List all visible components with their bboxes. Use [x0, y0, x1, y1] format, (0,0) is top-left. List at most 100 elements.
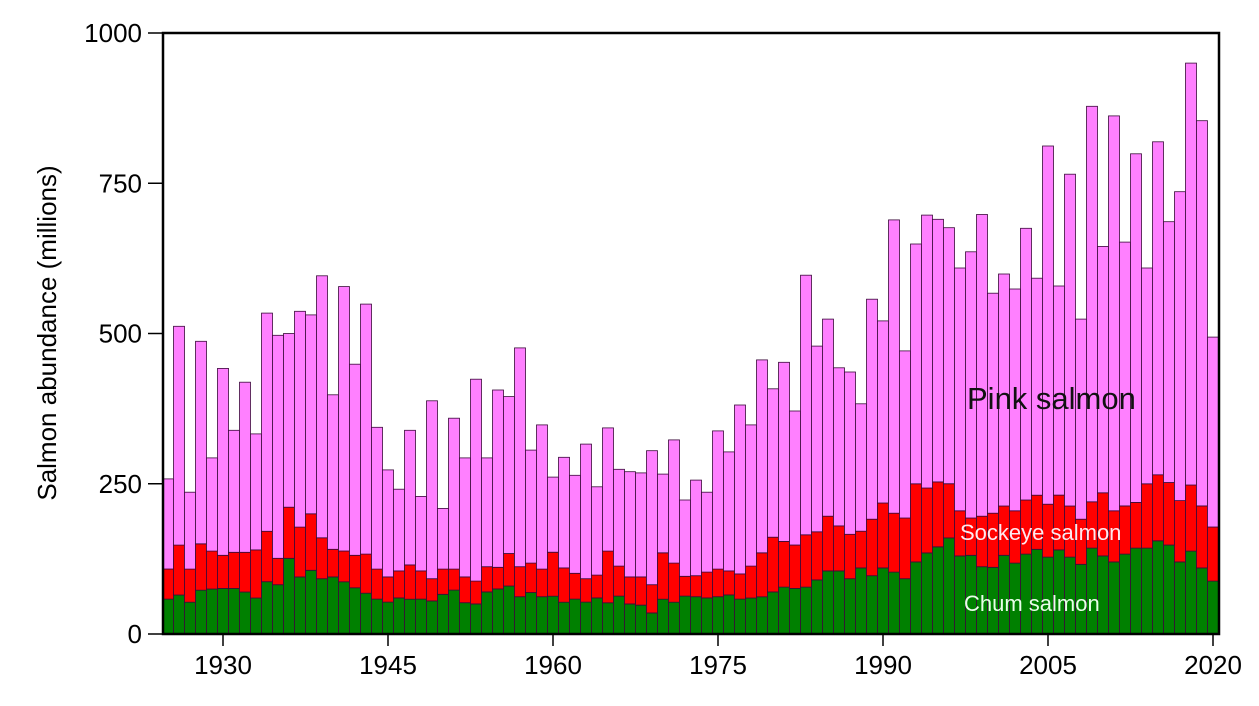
bar-segment-pink-salmon [646, 450, 658, 586]
bar-segment-sockeye-salmon [921, 487, 933, 554]
bar-segment-chum-salmon [272, 584, 284, 635]
bar-segment-chum-salmon [1174, 561, 1186, 635]
bar-segment-sockeye-salmon [294, 526, 306, 578]
bar-segment-chum-salmon [283, 557, 295, 635]
bar-segment-pink-salmon [1020, 227, 1032, 501]
bar-segment-pink-salmon [492, 389, 504, 568]
bar-segment-sockeye-salmon [855, 530, 867, 569]
bar-segment-pink-salmon [426, 400, 438, 580]
bar-segment-pink-salmon [613, 468, 625, 567]
bar-segment-pink-salmon [844, 371, 856, 535]
bar-segment-chum-salmon [217, 587, 229, 635]
bar-segment-chum-salmon [789, 587, 801, 635]
bar-segment-chum-salmon [492, 588, 504, 635]
bar-segment-chum-salmon [261, 581, 273, 635]
bar-segment-chum-salmon [1119, 553, 1131, 635]
bar-segment-pink-salmon [1163, 221, 1175, 483]
y-tick-label: 1000 [84, 18, 142, 48]
bar-segment-sockeye-salmon [866, 518, 878, 577]
bar-segment-pink-salmon [580, 443, 592, 580]
bar-segment-sockeye-salmon [272, 557, 284, 586]
bar-segment-chum-salmon [723, 594, 735, 635]
x-tick-label: 2005 [1019, 650, 1077, 680]
bar-segment-chum-salmon [756, 596, 768, 635]
bar-segment-pink-salmon [316, 275, 328, 539]
bar-segment-sockeye-salmon [1152, 474, 1164, 542]
bar-segment-sockeye-salmon [800, 534, 812, 588]
bar-segment-pink-salmon [591, 486, 603, 576]
bar-segment-chum-salmon [943, 537, 955, 635]
bar-segment-pink-salmon [338, 286, 350, 552]
bar-segment-sockeye-salmon [833, 525, 845, 572]
bar-segment-pink-salmon [1185, 62, 1197, 486]
bar-segment-pink-salmon [789, 410, 801, 546]
bar-segment-chum-salmon [426, 600, 438, 635]
bar-segment-chum-salmon [734, 598, 746, 635]
bar-series-group [162, 62, 1219, 635]
bar-segment-sockeye-salmon [547, 551, 559, 597]
bar-segment-pink-salmon [1152, 141, 1164, 476]
bar-segment-chum-salmon [393, 597, 405, 635]
bar-segment-sockeye-salmon [415, 570, 427, 600]
bar-segment-chum-salmon [679, 595, 691, 635]
bar-segment-chum-salmon [437, 593, 449, 635]
bar-segment-chum-salmon [657, 598, 669, 635]
bar-segment-chum-salmon [844, 578, 856, 635]
bar-segment-chum-salmon [1108, 561, 1120, 635]
bar-segment-chum-salmon [888, 571, 900, 635]
bar-segment-chum-salmon [1163, 544, 1175, 635]
bar-segment-chum-salmon [690, 596, 702, 635]
bar-segment-pink-salmon [206, 457, 218, 552]
bar-segment-pink-salmon [855, 403, 867, 532]
bar-segment-pink-salmon [756, 359, 768, 554]
bar-segment-pink-salmon [503, 396, 515, 554]
y-tick-label: 0 [128, 619, 142, 649]
bar-segment-chum-salmon [833, 570, 845, 635]
bar-segment-sockeye-salmon [558, 567, 570, 603]
bar-segment-chum-salmon [404, 598, 416, 635]
bar-segment-pink-salmon [305, 314, 317, 515]
bar-segment-chum-salmon [327, 576, 339, 635]
x-tick-label: 1930 [194, 650, 252, 680]
bar-segment-pink-salmon [415, 495, 427, 572]
bar-segment-sockeye-salmon [701, 571, 713, 599]
bar-segment-chum-salmon [184, 601, 196, 635]
bar-segment-sockeye-salmon [844, 533, 856, 580]
bar-segment-sockeye-salmon [602, 550, 614, 604]
bar-segment-pink-salmon [1119, 241, 1131, 507]
bar-segment-sockeye-salmon [734, 573, 746, 600]
bar-segment-pink-salmon [877, 320, 889, 504]
bar-segment-pink-salmon [1086, 105, 1098, 503]
y-tick-label: 250 [99, 469, 142, 499]
bar-segment-sockeye-salmon [1207, 526, 1219, 582]
bar-segment-chum-salmon [371, 598, 383, 635]
bar-segment-sockeye-salmon [470, 580, 482, 605]
bar-segment-pink-salmon [701, 491, 713, 573]
bar-segment-chum-salmon [558, 601, 570, 635]
bar-segment-chum-salmon [580, 601, 592, 635]
bar-segment-pink-salmon [569, 474, 581, 574]
bar-segment-chum-salmon [635, 604, 647, 635]
bar-segment-sockeye-salmon [371, 568, 383, 600]
bar-segment-chum-salmon [855, 567, 867, 635]
bar-segment-pink-salmon [1075, 318, 1087, 520]
bar-segment-pink-salmon [558, 456, 570, 569]
bar-segment-chum-salmon [382, 601, 394, 635]
bar-segment-chum-salmon [239, 591, 251, 635]
bar-segment-sockeye-salmon [173, 544, 185, 596]
y-axis-title: Salmon abundance (millions) [32, 165, 62, 500]
bar-segment-sockeye-salmon [910, 483, 922, 563]
bar-segment-chum-salmon [536, 596, 548, 635]
bar-segment-pink-salmon [404, 429, 416, 566]
bar-segment-chum-salmon [910, 561, 922, 635]
bar-segment-sockeye-salmon [569, 572, 581, 600]
bar-segment-sockeye-salmon [690, 575, 702, 598]
bar-segment-pink-salmon [657, 473, 669, 554]
bar-segment-sockeye-salmon [756, 552, 768, 598]
y-tick-label: 750 [99, 168, 142, 198]
bar-segment-pink-salmon [371, 426, 383, 570]
bar-segment-sockeye-salmon [360, 553, 372, 594]
bar-segment-chum-salmon [338, 581, 350, 635]
bar-segment-sockeye-salmon [899, 517, 911, 580]
bar-segment-pink-salmon [272, 334, 284, 559]
